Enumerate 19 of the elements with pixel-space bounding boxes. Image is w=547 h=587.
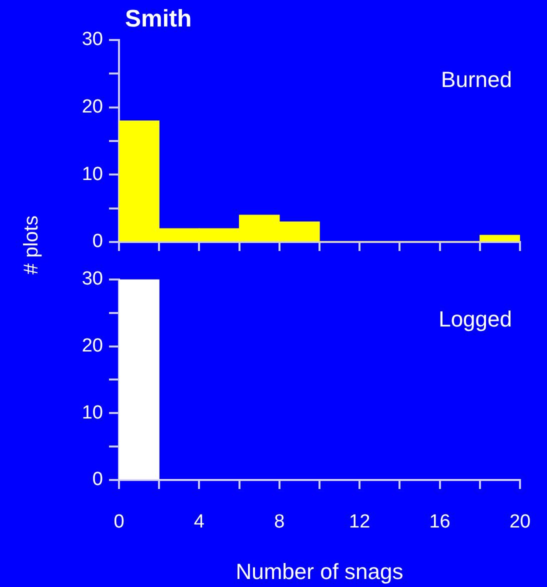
x-tick-label: 20 [509, 512, 531, 533]
x-tick-label: 0 [114, 512, 124, 533]
y-tick-label: 10 [82, 402, 103, 424]
y-tick-label: 20 [82, 96, 103, 118]
x-axis-title: Number of snags [236, 559, 404, 584]
y-tick-label: 30 [82, 268, 103, 290]
chart-title: Smith [125, 6, 192, 33]
y-tick-label: 10 [82, 164, 103, 185]
annotation: Logged [438, 306, 512, 332]
y-tick-label: 0 [92, 469, 103, 490]
y-tick-label: 30 [82, 29, 103, 50]
x-tick-label: 12 [349, 512, 370, 533]
x-tick-label: 16 [429, 512, 450, 533]
x-tick-label: 8 [274, 512, 285, 533]
x-tick-label: 4 [194, 512, 205, 533]
annotation: Burned [441, 67, 512, 92]
y-tick-label: 0 [92, 231, 103, 252]
y-axis-title: # plots [20, 216, 44, 274]
y-tick-label: 20 [82, 336, 103, 356]
